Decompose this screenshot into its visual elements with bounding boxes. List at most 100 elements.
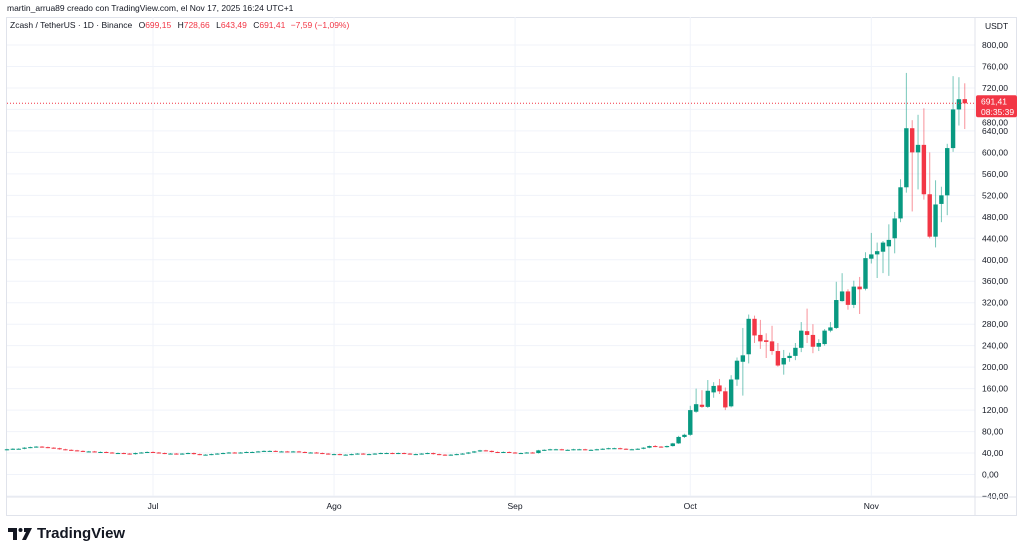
last-price-badge[interactable] bbox=[976, 95, 1017, 118]
candle[interactable] bbox=[676, 435, 681, 444]
candle[interactable] bbox=[635, 448, 640, 450]
candle[interactable] bbox=[495, 451, 500, 454]
candle[interactable] bbox=[279, 450, 284, 453]
candle[interactable] bbox=[477, 449, 483, 452]
candle[interactable] bbox=[752, 315, 757, 343]
symbol-info[interactable]: Zcash / TetherUS · 1D · Binance bbox=[10, 20, 133, 30]
candle[interactable] bbox=[127, 453, 132, 455]
candle[interactable] bbox=[425, 452, 430, 455]
candle[interactable] bbox=[232, 451, 237, 454]
candle[interactable] bbox=[436, 453, 442, 456]
candle[interactable] bbox=[220, 452, 226, 455]
candle[interactable] bbox=[623, 448, 629, 450]
candle[interactable] bbox=[407, 453, 413, 455]
candle[interactable] bbox=[945, 143, 950, 216]
candle[interactable] bbox=[314, 451, 319, 454]
candle[interactable] bbox=[886, 224, 892, 276]
candle[interactable] bbox=[746, 314, 751, 364]
candle[interactable] bbox=[390, 452, 395, 455]
candle[interactable] bbox=[577, 448, 582, 451]
candle[interactable] bbox=[185, 452, 191, 455]
candle[interactable] bbox=[261, 450, 267, 452]
candle[interactable] bbox=[238, 451, 243, 454]
candle[interactable] bbox=[285, 450, 290, 453]
candle[interactable] bbox=[571, 448, 576, 451]
candle[interactable] bbox=[711, 382, 716, 398]
candle[interactable] bbox=[594, 448, 600, 451]
candle[interactable] bbox=[361, 453, 366, 455]
candle[interactable] bbox=[559, 448, 564, 451]
candle[interactable] bbox=[717, 378, 722, 394]
candle[interactable] bbox=[804, 308, 810, 343]
candle[interactable] bbox=[775, 342, 781, 367]
candle[interactable] bbox=[448, 454, 454, 456]
candle[interactable] bbox=[664, 445, 670, 448]
candle[interactable] bbox=[839, 273, 845, 302]
candle[interactable] bbox=[109, 451, 115, 454]
candle[interactable] bbox=[209, 453, 214, 456]
candle[interactable] bbox=[939, 186, 944, 223]
candle[interactable] bbox=[45, 446, 51, 449]
candle[interactable] bbox=[740, 327, 746, 396]
candle[interactable] bbox=[267, 450, 272, 452]
candle[interactable] bbox=[530, 451, 535, 454]
candle[interactable] bbox=[326, 453, 331, 455]
candle[interactable] bbox=[57, 447, 62, 450]
candle[interactable] bbox=[115, 452, 121, 455]
candle[interactable] bbox=[22, 447, 27, 450]
candle[interactable] bbox=[180, 453, 185, 455]
candle[interactable] bbox=[816, 339, 821, 352]
candle[interactable] bbox=[547, 448, 553, 451]
candle[interactable] bbox=[769, 325, 775, 355]
candle[interactable] bbox=[793, 342, 798, 361]
candle[interactable] bbox=[442, 454, 448, 456]
candle[interactable] bbox=[834, 281, 839, 330]
candle[interactable] bbox=[197, 453, 202, 456]
candle[interactable] bbox=[372, 453, 378, 455]
candle[interactable] bbox=[828, 322, 833, 333]
candle[interactable] bbox=[647, 445, 652, 449]
candle[interactable] bbox=[933, 180, 938, 248]
candle[interactable] bbox=[688, 405, 693, 436]
candle[interactable] bbox=[215, 453, 220, 455]
candle[interactable] bbox=[787, 352, 792, 362]
candle[interactable] bbox=[536, 449, 541, 454]
candle[interactable] bbox=[308, 451, 313, 454]
candle[interactable] bbox=[156, 451, 162, 454]
candle[interactable] bbox=[758, 319, 763, 349]
candle[interactable] bbox=[810, 324, 816, 354]
candle[interactable] bbox=[466, 451, 471, 455]
candle[interactable] bbox=[910, 120, 915, 212]
candle[interactable] bbox=[869, 232, 874, 264]
candle[interactable] bbox=[799, 322, 804, 353]
candle[interactable] bbox=[822, 329, 827, 346]
currency-unit[interactable]: USDT bbox=[985, 21, 1009, 31]
candle[interactable] bbox=[343, 454, 348, 456]
candle[interactable] bbox=[880, 240, 886, 274]
candle[interactable] bbox=[956, 77, 962, 126]
candle[interactable] bbox=[133, 452, 138, 455]
candle[interactable] bbox=[542, 449, 547, 451]
candle[interactable] bbox=[507, 451, 512, 454]
candle[interactable] bbox=[98, 451, 103, 453]
candle[interactable] bbox=[454, 453, 459, 456]
candle[interactable] bbox=[273, 450, 278, 452]
candle[interactable] bbox=[384, 452, 389, 455]
candle[interactable] bbox=[518, 452, 524, 455]
candle[interactable] bbox=[618, 447, 623, 450]
candle[interactable] bbox=[874, 242, 880, 279]
candle[interactable] bbox=[658, 446, 664, 448]
candle[interactable] bbox=[927, 152, 932, 239]
candle[interactable] bbox=[764, 333, 769, 359]
candle[interactable] bbox=[250, 451, 255, 453]
candle[interactable] bbox=[582, 448, 588, 451]
candle[interactable] bbox=[950, 76, 956, 152]
candle[interactable] bbox=[168, 453, 173, 455]
candle[interactable] bbox=[366, 453, 372, 456]
candle[interactable] bbox=[121, 452, 126, 455]
candle[interactable] bbox=[34, 446, 39, 448]
candle[interactable] bbox=[781, 349, 786, 375]
candle[interactable] bbox=[699, 390, 705, 408]
candle[interactable] bbox=[302, 451, 308, 454]
